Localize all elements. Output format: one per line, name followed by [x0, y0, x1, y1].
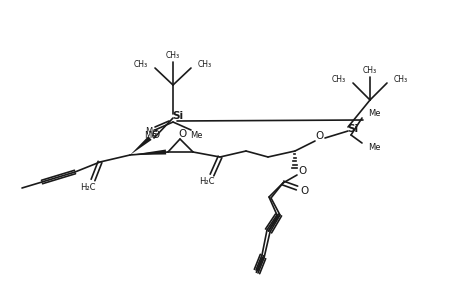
Polygon shape: [130, 149, 166, 155]
Text: Me: Me: [143, 131, 156, 140]
Text: O: O: [179, 129, 187, 139]
Text: Me: Me: [367, 142, 380, 152]
Text: CH₃: CH₃: [331, 74, 345, 83]
Text: H₂C: H₂C: [80, 182, 95, 191]
Text: H₂C: H₂C: [199, 178, 214, 187]
Text: Me: Me: [145, 128, 157, 136]
Polygon shape: [130, 136, 151, 155]
Text: CH₃: CH₃: [166, 50, 179, 59]
Text: Si: Si: [347, 124, 358, 134]
Text: O: O: [298, 166, 307, 176]
Text: O: O: [315, 131, 324, 141]
Text: Si: Si: [172, 111, 183, 121]
Text: O: O: [151, 130, 160, 140]
Text: CH₃: CH₃: [134, 59, 148, 68]
Text: CH₃: CH₃: [393, 74, 407, 83]
Text: CH₃: CH₃: [362, 65, 376, 74]
Text: O: O: [300, 186, 308, 196]
Text: Me: Me: [367, 110, 380, 118]
Text: Me: Me: [190, 131, 202, 140]
Text: CH₃: CH₃: [197, 59, 212, 68]
